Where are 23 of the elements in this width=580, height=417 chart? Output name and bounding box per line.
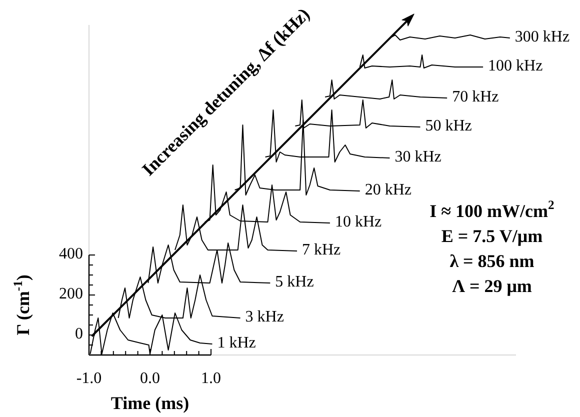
y-tick-label: 0 [75, 326, 83, 343]
series-label: 300 kHz [514, 28, 570, 46]
series-label: 30 kHz [394, 148, 442, 166]
x-tick-label: -1.0 [76, 370, 102, 387]
series-label: 10 kHz [334, 214, 382, 231]
series-label: 70 kHz [452, 88, 499, 106]
series-label: 7 kHz [302, 242, 341, 259]
y-tick-label: 200 [59, 286, 83, 303]
annotation: E = 7.5 V/μm [441, 226, 543, 246]
series-label: 3 kHz [245, 308, 284, 326]
x-tick-label: 0.0 [140, 370, 160, 387]
series-label: 100 kHz [488, 58, 543, 75]
annotation: I ≈ 100 mW/cm$^{2}$ [430, 198, 554, 222]
series-label: 50 kHz [425, 118, 472, 135]
y-tick-label: 400 [59, 246, 83, 263]
annotation: Λ = 29 μm [452, 276, 532, 296]
series-label: 5 kHz [275, 274, 314, 291]
x-tick-label: 1.0 [201, 370, 221, 387]
x-axis-title: Time (ms) [110, 393, 190, 413]
line-series [359, 54, 484, 68]
series-label: 20 kHz [364, 182, 412, 199]
annotation: λ = 856 nm [450, 251, 534, 272]
series-label: 1 kHz [217, 334, 256, 352]
